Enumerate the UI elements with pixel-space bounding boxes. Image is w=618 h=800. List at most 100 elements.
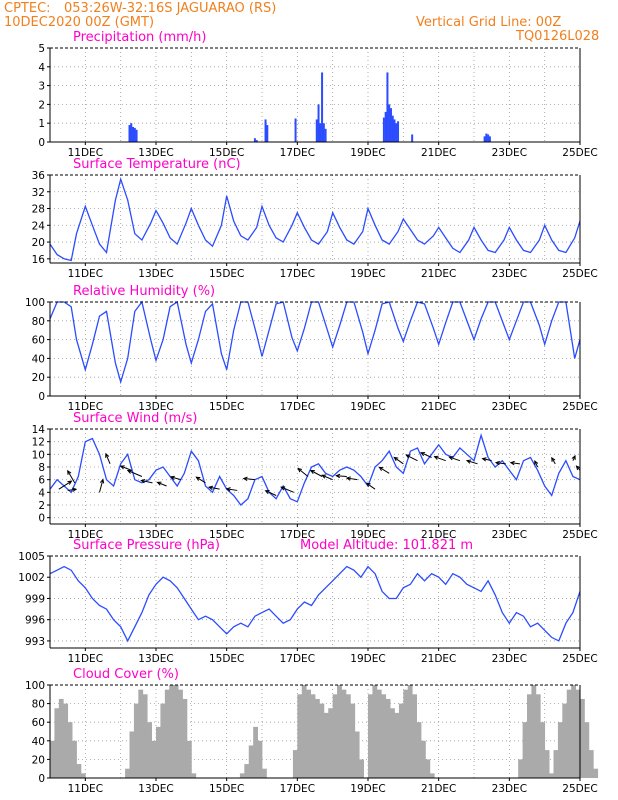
rh-xtick-label: 25DEC	[562, 401, 597, 413]
temp-panel: 16 20 24 28 32 36 11DEC 13DEC 15DEC 17DEC 19DEC 21D…	[32, 157, 598, 280]
wind-arrow-head	[105, 452, 110, 458]
wind-arrow-head	[242, 476, 248, 482]
cloud-bar	[319, 703, 325, 778]
rh-xtick-label: 11DEC	[68, 401, 103, 413]
pressure-xtick-label: 17DEC	[280, 653, 315, 665]
cloud-bar	[531, 685, 537, 778]
precip-ytick-label: 3	[38, 81, 45, 93]
wind-xtick-label: 17DEC	[280, 529, 315, 541]
wind-arrow	[281, 486, 294, 493]
rh-panel: 0 20 40 60 80 100 11DEC 13DEC 15DEC 17DEC 19DEC 21D…	[25, 284, 598, 413]
rh-ytick-label: 40	[32, 353, 45, 365]
wind-series-line	[49, 433, 581, 506]
temp-ytick-label: 20	[32, 237, 45, 249]
wind-arrow	[67, 470, 76, 484]
precip-bar	[135, 129, 138, 142]
rh-xtick-label: 23DEC	[492, 401, 527, 413]
temp-series-line	[49, 176, 581, 262]
pressure-xtick-label: 21DEC	[421, 653, 456, 665]
precip-bar	[322, 123, 325, 142]
precip-bar	[411, 134, 414, 142]
wind-arrow	[243, 477, 255, 481]
wind-arrow-head	[448, 456, 454, 461]
cloud-bar	[341, 689, 347, 778]
cloud-bar	[169, 685, 175, 778]
cloud-bar	[58, 698, 64, 778]
temp-title: Surface Temperature (nC)	[73, 157, 241, 172]
wind-arrow	[310, 470, 323, 477]
cloud-bar	[248, 745, 254, 778]
cloud-xtick-label: 15DEC	[209, 783, 244, 795]
cloud-bar	[332, 694, 338, 778]
cloud-bar	[337, 685, 342, 778]
wind-arrow	[449, 456, 461, 462]
precip-bar	[483, 136, 486, 142]
wind-arrow-head	[126, 469, 132, 474]
cloud-bar	[368, 694, 373, 778]
wind-arrow-head	[207, 485, 214, 490]
cloud-ytick-label: 100	[25, 680, 45, 692]
rh-title: Relative Humidity (%)	[73, 284, 215, 299]
temp-xtick-label: 13DEC	[138, 268, 173, 280]
cloud-bar	[518, 759, 523, 778]
cloud-panel: 0 20 40 60 80 100 11DEC 13DEC 15DEC 17DEC 19DEC 21D…	[25, 667, 599, 795]
rh-ytick-label: 20	[32, 372, 45, 384]
cloud-xtick-label: 13DEC	[138, 783, 173, 795]
source-label: CPTEC:	[4, 1, 51, 16]
cloud-bar	[385, 698, 391, 778]
precip-bar	[397, 121, 400, 142]
cloud-bar	[306, 689, 311, 778]
cloud-bar	[257, 740, 263, 778]
cloud-bar	[562, 703, 568, 778]
rh-ytick-label: 80	[32, 316, 45, 328]
rh-ytick-label: 60	[32, 335, 45, 347]
wind-arrow	[226, 488, 238, 491]
rh-series-line	[49, 300, 581, 385]
wind-ytick-label: 10	[32, 449, 45, 461]
cloud-xtick-label: 17DEC	[280, 783, 315, 795]
pressure-ytick-label: 1002	[18, 572, 45, 584]
precip-xtick-label: 25DEC	[562, 147, 597, 159]
precip-bar	[132, 126, 135, 142]
cloud-bar	[178, 689, 183, 778]
temp-xtick-label: 21DEC	[421, 268, 456, 280]
precip-bar	[255, 140, 258, 142]
cloud-bar	[72, 740, 77, 778]
precip-panel: 0 1 2 3 4 5 11DEC 13DEC 15DEC 17DEC 19DEC 21DEC 23DE…	[38, 30, 597, 159]
precip-xtick-label: 15DEC	[209, 147, 244, 159]
wind-arrow	[551, 457, 556, 465]
cloud-ytick-label: 40	[32, 736, 45, 748]
precip-bar	[321, 72, 324, 142]
wind-ytick-label: 14	[32, 424, 46, 436]
temp-ytick-label: 24	[32, 220, 46, 232]
wind-ytick-label: 4	[38, 487, 45, 499]
cloud-bar	[381, 694, 387, 778]
cloud-bar	[80, 773, 86, 778]
cloud-bar	[76, 764, 82, 778]
temp-xtick-label: 23DEC	[492, 268, 527, 280]
wind-arrow-head	[393, 456, 399, 462]
precip-bar	[133, 127, 136, 142]
pressure-series-line	[49, 565, 581, 643]
precip-bar	[395, 123, 398, 142]
wind-arrow-head	[378, 466, 384, 471]
cloud-bar	[186, 740, 192, 778]
cloud-bar	[566, 689, 572, 778]
cloud-bar	[350, 703, 356, 778]
temp-ytick-label: 16	[32, 254, 46, 266]
location-label: 053:26W-32:16S JAGUARAO (RS)	[64, 1, 276, 16]
rh-xtick-label: 21DEC	[421, 401, 456, 413]
rh-xtick-label: 19DEC	[350, 401, 385, 413]
wind-title: Surface Wind (m/s)	[73, 411, 197, 426]
precip-bar	[128, 125, 131, 142]
precip-title: Precipitation (mm/h)	[73, 30, 206, 45]
cloud-bar	[535, 694, 541, 778]
pressure-xtick-label: 13DEC	[138, 653, 173, 665]
cloud-bar	[403, 689, 409, 778]
cloud-bar	[138, 689, 144, 778]
cloud-bar	[421, 740, 426, 778]
wind-ytick-label: 8	[38, 462, 45, 474]
pressure-xtick-label: 15DEC	[209, 653, 244, 665]
wind-arrow-head	[321, 474, 327, 479]
wind-arrow-head	[169, 475, 175, 480]
